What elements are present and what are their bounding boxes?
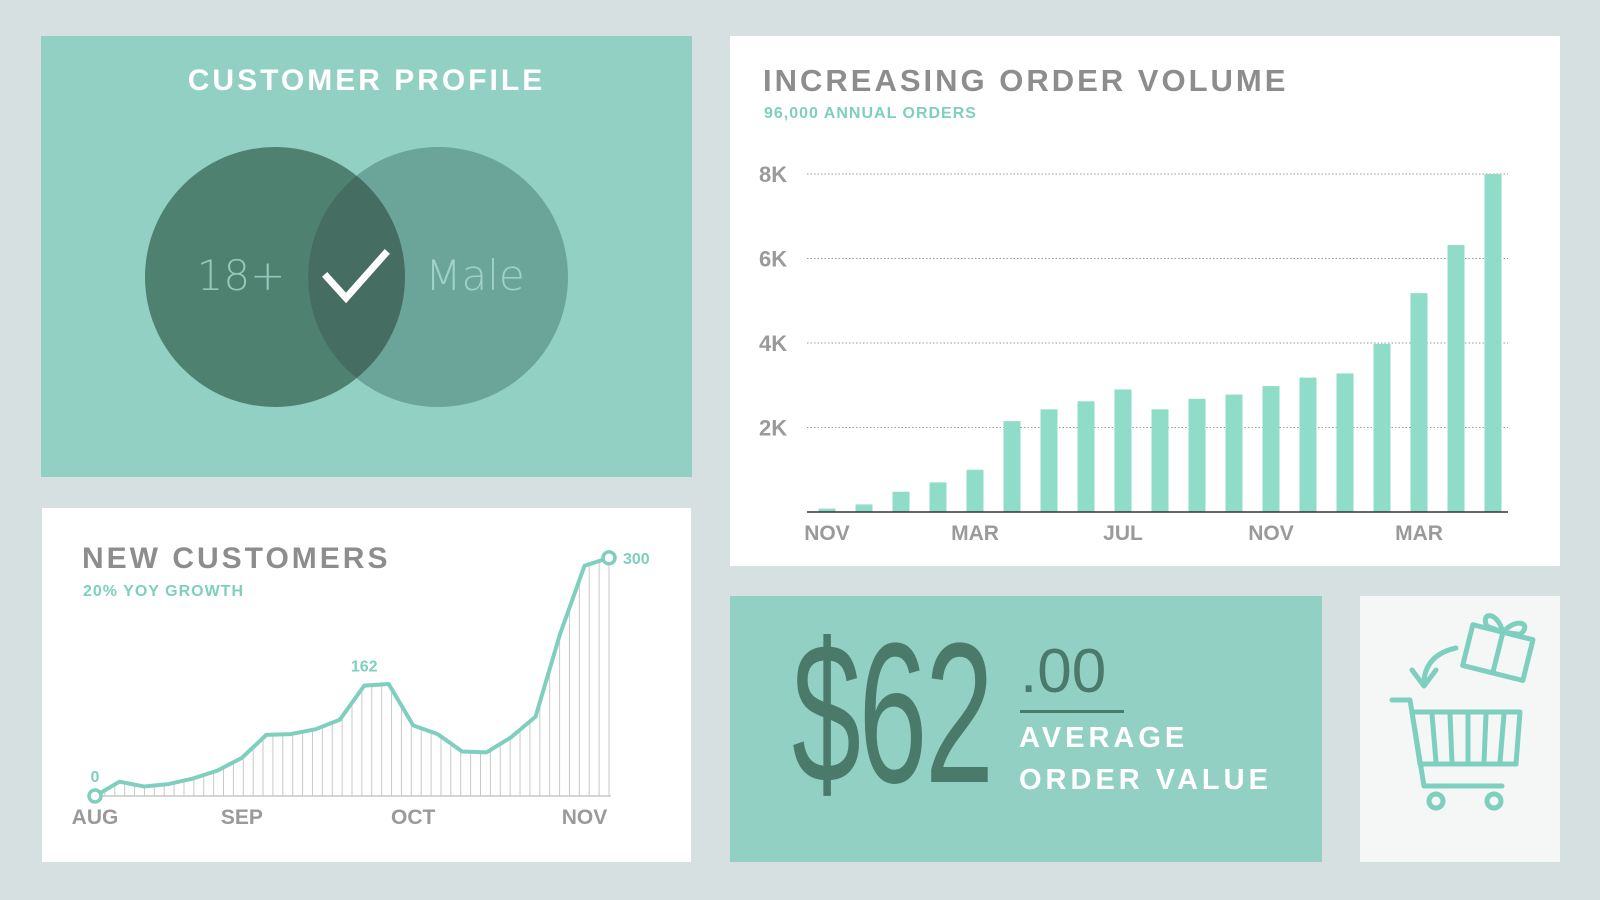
- bar: [1225, 394, 1243, 512]
- x-tick-label: MAR: [951, 522, 999, 545]
- y-tick-label: 6K: [759, 247, 787, 272]
- aov-label-line2: ORDER VALUE: [1019, 764, 1272, 796]
- data-label: 162: [351, 659, 378, 676]
- bar: [966, 469, 984, 512]
- x-tick-label: NOV: [562, 806, 608, 829]
- order-volume-chart: 2K 4K 6K 8K NOV MAR JUL NOV MAR: [759, 162, 1508, 545]
- gift-icon: [1460, 613, 1536, 683]
- order-volume-title: INCREASING ORDER VOLUME: [763, 63, 1289, 98]
- x-tick-label: MAR: [1395, 522, 1443, 545]
- bar: [1003, 421, 1021, 512]
- venn-label-age: 18+: [197, 251, 286, 300]
- bar: [929, 482, 947, 512]
- order-volume-panel: INCREASING ORDER VOLUME 96,000 ANNUAL OR…: [730, 36, 1560, 566]
- bar: [1077, 401, 1095, 512]
- shopping-cart-gift-icon: [1389, 613, 1536, 811]
- series-line: [93, 555, 610, 798]
- bar: [1040, 409, 1058, 512]
- bar: [1151, 409, 1169, 512]
- arrow-icon: [1421, 645, 1459, 683]
- bar: [1484, 174, 1502, 512]
- customer-profile-title: CUSTOMER PROFILE: [187, 64, 546, 97]
- bar: [1336, 373, 1354, 512]
- bar: [1373, 343, 1391, 512]
- x-tick-label: JUL: [1103, 522, 1143, 545]
- order-volume-subtitle: 96,000 ANNUAL ORDERS: [764, 105, 977, 122]
- aov-dollar-amount: $62: [792, 602, 994, 825]
- y-tick-label: 4K: [759, 331, 787, 356]
- x-tick-label: SEP: [221, 806, 263, 829]
- aov-cents: .00: [1020, 637, 1107, 706]
- bar: [1447, 244, 1465, 513]
- bar: [818, 508, 836, 512]
- bar: [892, 491, 910, 512]
- y-tick-label: 2K: [759, 416, 787, 441]
- aov-label-line1: AVERAGE: [1019, 722, 1189, 754]
- bar: [1188, 398, 1206, 512]
- y-tick-label: 8K: [759, 162, 787, 187]
- new-customers-title: NEW CUSTOMERS: [82, 542, 391, 575]
- endpoint-marker: [601, 550, 617, 566]
- data-label: 0: [91, 769, 100, 786]
- average-order-value-panel: $62 .00 AVERAGE ORDER VALUE: [730, 596, 1322, 862]
- customer-profile-panel: CUSTOMER PROFILE 18+ Male: [41, 36, 692, 477]
- x-tick-label: NOV: [804, 522, 850, 545]
- bar: [1299, 377, 1317, 512]
- venn-label-gender: Male: [425, 251, 524, 300]
- venn-diagram: 18+ Male: [145, 147, 568, 407]
- x-tick-label: AUG: [72, 806, 119, 829]
- x-tick-label: OCT: [391, 806, 436, 829]
- data-label: 300: [623, 551, 650, 568]
- checkmark-icon: [322, 249, 390, 304]
- new-customers-subtitle: 20% YOY GROWTH: [83, 583, 244, 600]
- cart-icon: [1389, 697, 1523, 811]
- bar: [1114, 389, 1132, 512]
- aov-cents-underline: [1020, 710, 1124, 713]
- new-customers-chart: 0 162 300 AUG SEP OCT NOV: [72, 550, 650, 829]
- bar: [855, 504, 873, 512]
- endpoint-marker: [87, 788, 103, 804]
- venn-overlap: [308, 147, 405, 407]
- new-customers-panel: NEW CUSTOMERS 20% YOY GROWTH 0 162 300 AUG S…: [42, 508, 691, 862]
- x-tick-label: NOV: [1248, 522, 1294, 545]
- bar: [1262, 386, 1280, 512]
- arrow-head: [1409, 667, 1439, 689]
- cart-panel: [1360, 596, 1560, 862]
- bar: [1410, 293, 1428, 512]
